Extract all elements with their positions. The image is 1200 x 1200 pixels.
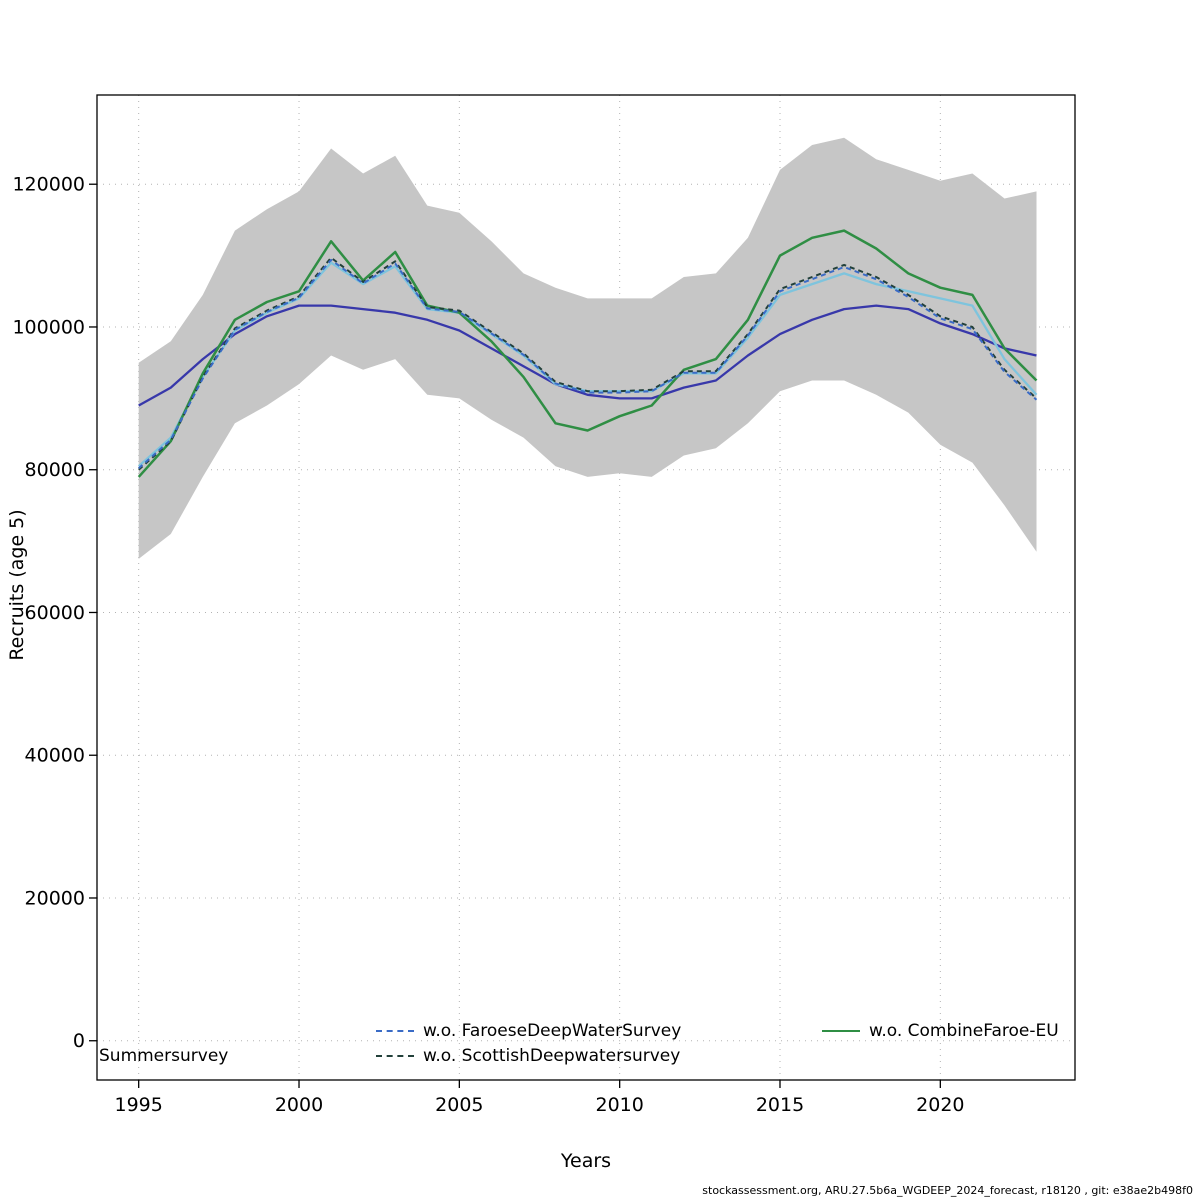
legend-item-combinefaroe: w.o. CombineFaroe-EU [822, 1018, 1077, 1043]
legend-sample-faroese [376, 1029, 414, 1032]
y-tick-label-20000: 20000 [25, 887, 85, 909]
x-tick-label-1995: 1995 [115, 1094, 163, 1116]
y-axis-label: Recruits (age 5) [6, 509, 28, 661]
confidence-band [138, 137, 1037, 559]
y-tick-label-60000: 60000 [25, 602, 85, 624]
y-tick-label-100000: 100000 [12, 316, 85, 338]
x-tick-label-2010: 2010 [595, 1094, 643, 1116]
y-tick-label-80000: 80000 [25, 459, 85, 481]
legend-item-scottish: w.o. ScottishDeepwatersurvey [376, 1043, 681, 1068]
y-tick-label-40000: 40000 [25, 745, 85, 767]
x-tick-label-2005: 2005 [435, 1094, 483, 1116]
legend-sample-scottish [376, 1054, 414, 1057]
x-tick-label-2000: 2000 [275, 1094, 323, 1116]
y-tick-label-120000: 120000 [12, 174, 85, 196]
y-tick-label-0: 0 [73, 1030, 85, 1052]
series-line-w-o-scottishdeepwatersurvey [138, 256, 1038, 471]
series-line-w-o-combinefaroe-eu [137, 229, 1038, 478]
x-axis-label: Years [560, 1150, 612, 1172]
legend-item-summersurvey: Summersurvey [99, 1043, 228, 1068]
legend-label-summersurvey: Summersurvey [99, 1045, 229, 1066]
plot-border [96, 94, 1076, 1081]
footer-text: stockassessment.org, ARU.27.5b6a_WGDEEP_… [702, 1184, 1193, 1197]
x-tick-label-2020: 2020 [916, 1094, 964, 1116]
legend-label-combinefaroe: w.o. CombineFaroe-EU [869, 1020, 1059, 1041]
legend-center-column: w.o. FaroeseDeepWaterSurvey w.o. Scottis… [376, 1018, 681, 1068]
legend-sample-combinefaroe [822, 1029, 860, 1032]
legend-right-column: w.o. CombineFaroe-EU [822, 1018, 1077, 1043]
series-line-summersurvey [138, 304, 1037, 407]
legend-item-faroese: w.o. FaroeseDeepWaterSurvey [376, 1018, 681, 1043]
legend-label-scottish: w.o. ScottishDeepwatersurvey [423, 1045, 681, 1066]
legend-label-faroese: w.o. FaroeseDeepWaterSurvey [423, 1020, 682, 1041]
x-tick-label-2015: 2015 [756, 1094, 804, 1116]
